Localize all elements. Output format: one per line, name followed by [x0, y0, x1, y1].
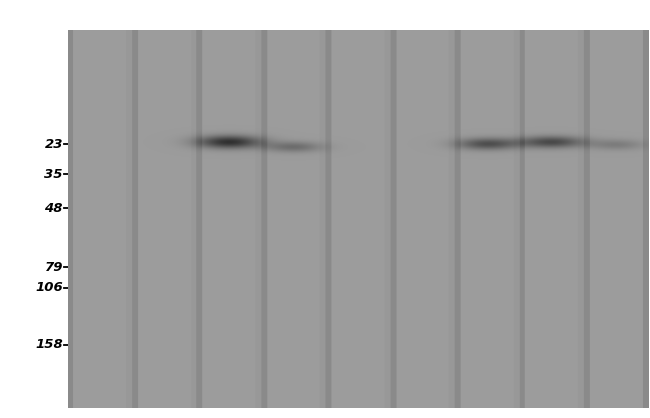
Text: 35: 35 — [44, 168, 63, 181]
Text: 48: 48 — [44, 202, 63, 215]
Text: 79: 79 — [44, 260, 63, 273]
Text: A549: A549 — [280, 382, 307, 392]
Text: 106: 106 — [35, 281, 63, 294]
Text: HepG2: HepG2 — [82, 382, 119, 392]
Text: COS7: COS7 — [343, 382, 373, 392]
Text: SVT2: SVT2 — [215, 382, 243, 392]
Text: PC12: PC12 — [538, 382, 566, 392]
Text: Jurkat: Jurkat — [407, 382, 438, 392]
Text: 23: 23 — [44, 138, 63, 151]
Text: 158: 158 — [35, 338, 63, 351]
Text: MCF7: MCF7 — [601, 382, 631, 392]
Text: HeLa: HeLa — [151, 382, 179, 392]
Text: MDCK: MDCK — [471, 382, 503, 392]
